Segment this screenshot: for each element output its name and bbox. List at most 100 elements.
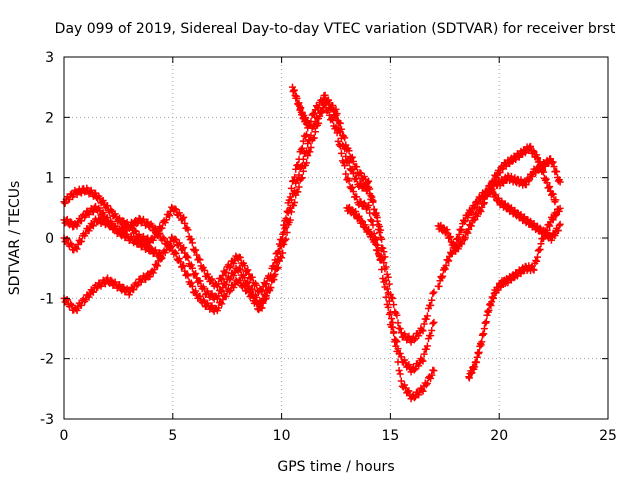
- data-point: [378, 256, 386, 264]
- data-point: [156, 249, 164, 257]
- data-point: [104, 217, 112, 225]
- data-point: [241, 262, 249, 270]
- data-point: [552, 196, 560, 204]
- data-point: [180, 262, 188, 270]
- x-axis-label: GPS time / hours: [277, 459, 394, 475]
- data-point: [418, 356, 426, 364]
- data-point: [475, 348, 483, 356]
- data-point: [279, 249, 287, 257]
- data-point: [442, 262, 450, 270]
- data-point: [396, 370, 404, 378]
- data-point: [63, 235, 71, 243]
- data-point: [139, 239, 147, 247]
- data-point: [441, 265, 449, 273]
- data-point: [176, 258, 184, 266]
- data-point: [365, 225, 373, 233]
- data-point: [439, 272, 447, 280]
- data-point: [304, 140, 312, 148]
- data-point: [467, 222, 475, 230]
- data-point: [222, 268, 230, 276]
- data-point: [460, 218, 468, 226]
- data-point: [461, 234, 469, 242]
- data-point: [297, 163, 305, 171]
- data-point: [522, 181, 530, 189]
- data-point: [430, 288, 438, 296]
- data-point: [373, 217, 381, 225]
- data-point: [77, 301, 85, 309]
- series-satellite-track-a: [60, 91, 438, 346]
- data-point: [125, 291, 133, 299]
- data-point: [445, 257, 453, 265]
- data-point: [192, 270, 200, 278]
- data-point: [208, 275, 216, 283]
- data-point: [550, 163, 558, 171]
- data-point: [236, 254, 244, 262]
- data-point: [187, 279, 195, 287]
- data-point: [392, 342, 400, 350]
- data-point: [120, 217, 128, 225]
- data-point: [192, 246, 200, 254]
- data-point: [111, 210, 119, 218]
- data-point: [546, 222, 554, 230]
- data-point: [175, 255, 183, 263]
- data-point: [422, 381, 430, 389]
- data-point: [187, 235, 195, 243]
- data-point: [395, 366, 403, 374]
- data-point: [244, 278, 252, 286]
- data-point: [180, 213, 188, 221]
- data-point: [77, 217, 85, 225]
- data-point: [365, 201, 373, 209]
- data-point: [262, 292, 270, 300]
- data-point: [377, 233, 385, 241]
- data-point: [467, 209, 475, 217]
- data-point: [396, 325, 404, 333]
- data-point: [85, 293, 93, 301]
- data-point: [427, 332, 435, 340]
- data-point: [496, 169, 504, 177]
- y-axis-label: SDTVAR / TECUs: [7, 181, 23, 296]
- data-point: [387, 315, 395, 323]
- data-point: [367, 216, 375, 224]
- y-tick-label: 2: [45, 110, 54, 126]
- data-point: [280, 240, 288, 248]
- data-point: [367, 192, 375, 200]
- data-point: [375, 251, 383, 259]
- data-point: [549, 216, 557, 224]
- data-point: [99, 197, 107, 205]
- data-point: [384, 303, 392, 311]
- chart-title: Day 099 of 2019, Sidereal Day-to-day VTE…: [55, 21, 616, 37]
- data-point: [171, 235, 179, 243]
- data-point: [530, 266, 538, 274]
- data-point: [188, 264, 196, 272]
- data-point: [405, 332, 413, 340]
- data-point: [390, 301, 398, 309]
- data-point: [184, 226, 192, 234]
- data-point: [172, 206, 180, 214]
- data-point: [77, 237, 85, 245]
- data-point: [348, 183, 356, 191]
- data-point: [149, 236, 157, 244]
- data-point: [310, 134, 318, 142]
- data-point: [477, 195, 485, 203]
- data-point: [527, 142, 535, 150]
- data-point: [299, 167, 307, 175]
- data-point: [444, 256, 452, 264]
- data-point: [556, 220, 564, 228]
- data-point: [311, 128, 319, 136]
- data-point: [385, 297, 393, 305]
- data-point: [184, 254, 192, 262]
- data-point: [545, 184, 553, 192]
- data-point: [162, 216, 170, 224]
- y-tick-label: -3: [40, 412, 54, 428]
- data-point: [281, 236, 289, 244]
- data-point: [299, 155, 307, 163]
- y-tick-label: -1: [40, 291, 54, 307]
- data-point: [553, 168, 561, 176]
- data-point: [332, 123, 340, 131]
- data-point: [552, 212, 560, 220]
- data-point: [543, 179, 551, 187]
- data-point: [443, 226, 451, 234]
- data-point: [218, 288, 226, 296]
- data-point: [325, 111, 333, 119]
